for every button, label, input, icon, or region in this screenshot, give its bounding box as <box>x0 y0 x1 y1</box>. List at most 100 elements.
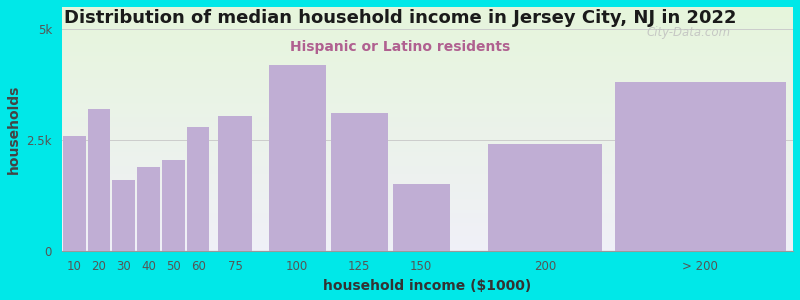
Bar <box>62 225 793 226</box>
Bar <box>62 215 793 217</box>
Bar <box>62 104 793 106</box>
Bar <box>62 196 793 197</box>
Bar <box>62 166 793 168</box>
Bar <box>62 82 793 83</box>
Bar <box>137 167 160 251</box>
Bar <box>62 20 793 22</box>
Bar <box>62 158 793 160</box>
Bar <box>62 110 793 111</box>
Bar <box>62 134 793 135</box>
Bar <box>62 14 793 15</box>
Bar <box>62 83 793 85</box>
Bar <box>62 148 793 150</box>
Bar <box>62 122 793 124</box>
Bar <box>62 153 793 155</box>
Bar <box>62 28 793 30</box>
Bar <box>62 244 793 246</box>
Bar <box>62 226 793 228</box>
Bar <box>62 72 793 74</box>
Bar <box>62 85 793 87</box>
Bar <box>62 239 793 241</box>
Bar <box>62 57 793 59</box>
Bar <box>62 103 793 104</box>
Bar <box>62 44 793 46</box>
Bar <box>62 150 793 152</box>
Bar <box>62 96 793 98</box>
Bar <box>62 75 793 77</box>
Bar <box>112 180 135 251</box>
Bar <box>62 152 793 153</box>
Bar <box>62 41 793 43</box>
Bar <box>62 22 793 23</box>
Bar <box>62 25 793 26</box>
Bar <box>62 88 793 90</box>
Bar <box>62 235 793 236</box>
Bar <box>62 157 793 158</box>
Bar <box>62 9 793 10</box>
Bar <box>62 124 793 126</box>
Bar <box>62 186 793 188</box>
Bar <box>62 200 793 202</box>
Bar <box>62 241 793 243</box>
Bar <box>62 87 793 88</box>
Bar <box>62 116 793 118</box>
Bar <box>62 179 793 181</box>
Bar <box>62 178 793 179</box>
Bar <box>62 69 793 70</box>
Bar <box>62 121 793 122</box>
Bar <box>62 31 793 33</box>
Bar <box>62 202 793 204</box>
Bar <box>62 205 793 207</box>
Bar <box>62 111 793 112</box>
Bar <box>62 204 793 205</box>
Bar <box>62 161 793 163</box>
Bar <box>62 34 793 36</box>
Bar <box>62 10 793 12</box>
Bar <box>62 49 793 51</box>
Bar <box>87 109 110 251</box>
Bar <box>62 106 793 108</box>
Bar <box>62 210 793 212</box>
Bar <box>62 190 793 192</box>
Bar <box>62 238 793 239</box>
Bar <box>62 218 793 220</box>
Bar <box>62 33 793 34</box>
Bar <box>62 184 793 186</box>
Bar <box>62 74 793 75</box>
Bar <box>62 147 793 148</box>
Bar <box>330 113 388 251</box>
Bar <box>62 43 793 44</box>
Text: Distribution of median household income in Jersey City, NJ in 2022: Distribution of median household income … <box>64 9 736 27</box>
Bar <box>62 51 793 52</box>
Bar <box>62 100 793 101</box>
Y-axis label: households: households <box>7 84 21 173</box>
Bar <box>62 212 793 213</box>
Bar <box>62 112 793 114</box>
Bar <box>62 143 793 145</box>
Bar <box>62 90 793 92</box>
Bar <box>62 155 793 157</box>
Bar <box>62 15 793 17</box>
Bar <box>62 12 793 13</box>
Bar <box>62 132 793 134</box>
Bar <box>62 26 793 28</box>
Bar <box>393 184 450 251</box>
Bar <box>62 142 793 143</box>
Bar <box>218 116 252 251</box>
Bar <box>62 108 793 109</box>
Bar <box>62 176 793 178</box>
Bar <box>62 189 793 190</box>
Bar <box>62 249 793 251</box>
Bar <box>62 56 793 57</box>
Bar <box>62 197 793 199</box>
Bar <box>62 228 793 230</box>
Bar <box>62 118 793 119</box>
Text: City-Data.com: City-Data.com <box>646 26 731 40</box>
Bar <box>62 67 793 69</box>
Bar <box>62 171 793 173</box>
Bar <box>62 208 793 210</box>
Bar <box>62 23 793 25</box>
Bar <box>269 64 326 251</box>
Bar <box>62 18 793 20</box>
Bar <box>62 46 793 48</box>
